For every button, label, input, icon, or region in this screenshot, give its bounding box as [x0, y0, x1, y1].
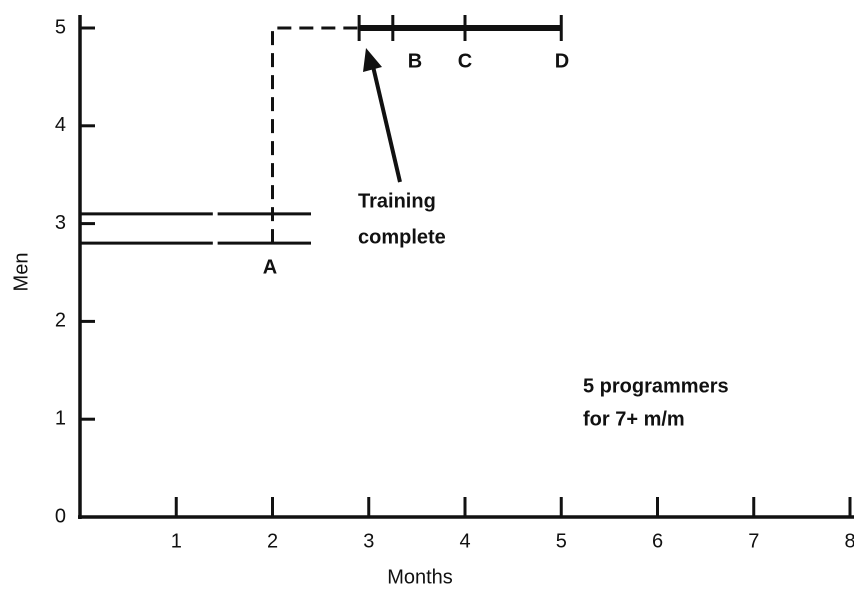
annotation: for 7+ m/m — [583, 408, 685, 430]
y-axis-label: Men — [10, 253, 32, 292]
y-tick-label: 0 — [55, 505, 66, 527]
x-tick-label: 5 — [556, 530, 567, 552]
x-tick-label: 4 — [459, 530, 470, 552]
y-tick-label: 3 — [55, 212, 66, 234]
x-tick-label: 7 — [748, 530, 759, 552]
point-label: D — [555, 50, 569, 72]
point-label: A — [263, 256, 277, 278]
arrow-head — [363, 48, 382, 72]
y-tick-label: 5 — [55, 16, 66, 38]
x-tick-label: 3 — [363, 530, 374, 552]
x-axis-label: Months — [387, 566, 453, 588]
x-tick-label: 6 — [652, 530, 663, 552]
annotation-arrow — [370, 61, 402, 183]
y-tick-label: 2 — [55, 310, 66, 332]
y-tick-label: 4 — [55, 114, 66, 136]
x-tick-label: 2 — [267, 530, 278, 552]
annotation: Training — [358, 190, 436, 212]
x-tick-label: 8 — [844, 530, 854, 552]
annotation: complete — [358, 226, 446, 248]
annotation: 5 programmers — [583, 375, 729, 397]
y-tick-label: 1 — [55, 407, 66, 429]
point-label: B — [408, 50, 422, 72]
line — [271, 26, 360, 244]
point-label: C — [458, 50, 472, 72]
x-tick-label: 1 — [171, 530, 182, 552]
